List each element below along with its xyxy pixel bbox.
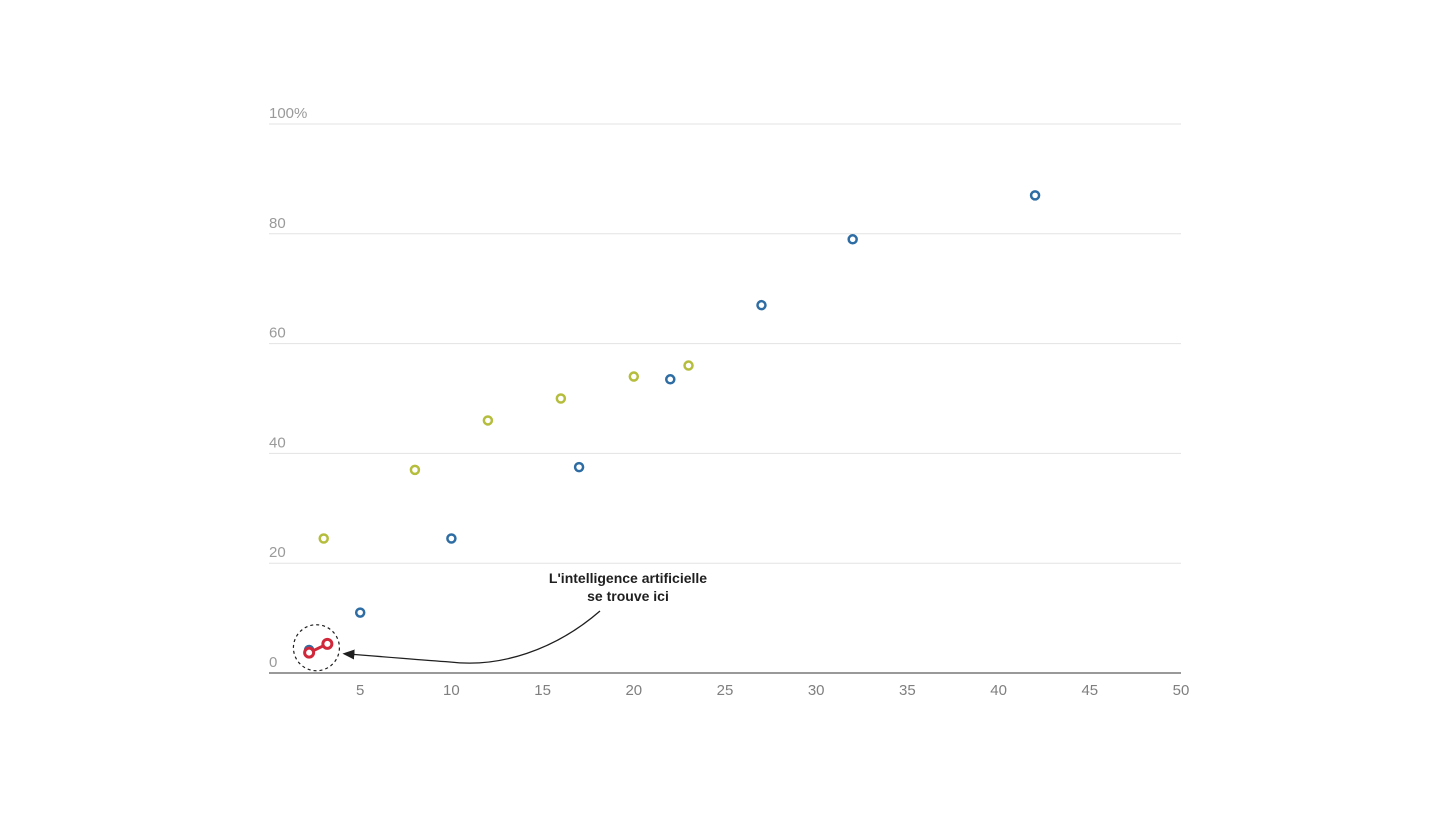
gridlines — [269, 123, 1181, 564]
annotation-line-1: L'intelligence artificielle — [549, 570, 707, 586]
data-series — [303, 190, 1041, 659]
data-point — [665, 374, 676, 385]
x-tick-label: 25 — [717, 682, 734, 699]
data-point — [756, 299, 767, 311]
annotation-arrow — [342, 610, 601, 664]
data-point — [318, 533, 329, 544]
series-0 — [303, 190, 1041, 656]
y-tick-label: 20 — [269, 544, 286, 561]
data-point — [303, 646, 316, 659]
annotation-circle — [292, 624, 341, 672]
data-point — [482, 415, 494, 426]
data-point — [628, 371, 640, 382]
annotation: L'intelligence artificielle se trouve ic… — [292, 570, 707, 672]
data-point — [555, 393, 567, 404]
series-2 — [303, 637, 334, 659]
x-tick-label: 40 — [990, 682, 1007, 699]
data-point — [683, 360, 694, 371]
axes: 0 20 40 60 80 100% 5 10 15 20 25 30 35 40 45 50 — [269, 105, 1189, 699]
data-point — [1029, 190, 1041, 201]
data-point — [847, 234, 858, 245]
data-point — [446, 533, 457, 544]
data-point — [409, 464, 421, 476]
x-tick-label: 50 — [1173, 682, 1190, 699]
annotation-line-2: se trouve ici — [587, 588, 669, 604]
data-point — [321, 637, 334, 650]
y-tick-label: 40 — [269, 434, 286, 451]
y-tick-label: 80 — [269, 215, 286, 232]
x-tick-label: 30 — [808, 682, 825, 699]
series-1 — [318, 360, 694, 544]
y-tick-label: 100% — [269, 105, 307, 122]
x-tick-label: 5 — [356, 682, 364, 699]
x-tick-label: 45 — [1081, 682, 1098, 699]
data-point — [354, 607, 366, 618]
y-tick-label: 0 — [269, 654, 277, 671]
y-tick-label: 60 — [269, 325, 286, 342]
x-tick-label: 35 — [899, 682, 916, 699]
x-tick-label: 10 — [443, 682, 460, 699]
x-tick-label: 15 — [534, 682, 551, 699]
x-tick-label: 20 — [625, 682, 642, 699]
data-point — [573, 461, 585, 473]
